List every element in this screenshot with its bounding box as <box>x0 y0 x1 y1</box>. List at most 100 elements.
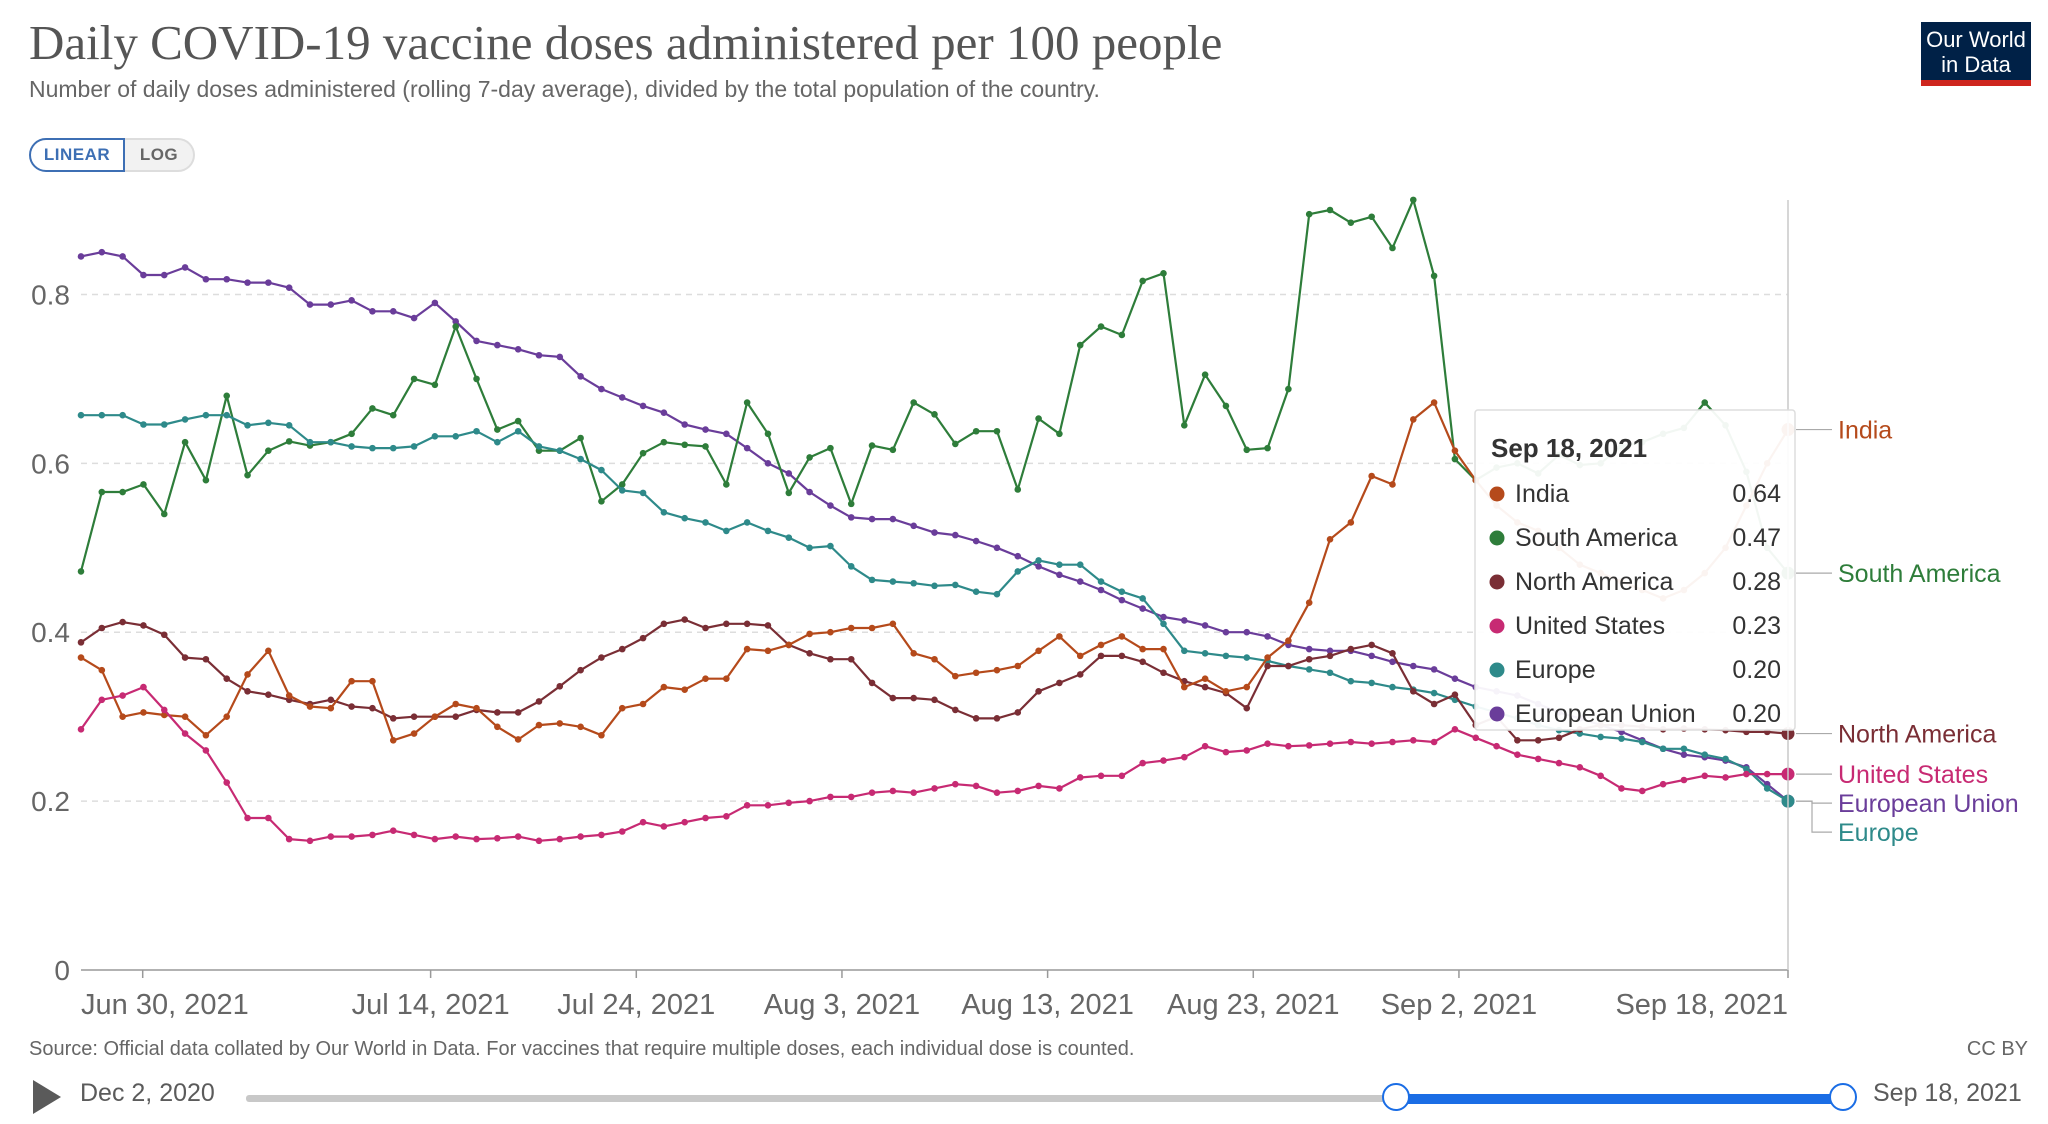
data-point[interactable] <box>660 438 668 446</box>
data-point[interactable] <box>618 394 626 401</box>
data-point[interactable] <box>723 675 730 682</box>
data-point[interactable] <box>743 620 751 628</box>
data-point[interactable] <box>847 563 855 570</box>
data-point[interactable] <box>723 813 730 820</box>
data-point[interactable] <box>952 780 959 788</box>
data-point[interactable] <box>223 411 231 419</box>
data-point[interactable] <box>244 471 251 479</box>
end-label-european-union[interactable]: European Union <box>1838 790 2019 818</box>
data-point[interactable] <box>327 301 335 308</box>
data-point[interactable] <box>1035 563 1042 570</box>
data-point[interactable] <box>181 416 189 423</box>
data-point[interactable] <box>1222 652 1230 660</box>
data-point[interactable] <box>1076 671 1084 678</box>
data-point[interactable] <box>410 314 418 322</box>
data-point[interactable] <box>993 427 1001 435</box>
data-point[interactable] <box>743 645 751 653</box>
data-point[interactable] <box>952 672 959 680</box>
data-point[interactable] <box>473 704 480 712</box>
data-point[interactable] <box>1014 552 1022 560</box>
data-point[interactable] <box>1056 430 1063 438</box>
data-point[interactable] <box>514 736 522 743</box>
data-point[interactable] <box>868 624 876 632</box>
data-point[interactable] <box>1035 557 1042 564</box>
data-point[interactable] <box>202 411 210 419</box>
log-scale-button[interactable]: LOG <box>125 138 195 172</box>
data-point[interactable] <box>1618 735 1625 742</box>
data-point[interactable] <box>1451 447 1459 454</box>
data-point[interactable] <box>618 828 626 835</box>
data-point[interactable] <box>847 514 855 521</box>
license-label[interactable]: CC BY <box>1966 1038 2028 1060</box>
data-point[interactable] <box>514 709 522 716</box>
data-point[interactable] <box>931 411 938 418</box>
data-point[interactable] <box>847 500 855 508</box>
data-point[interactable] <box>1222 402 1230 410</box>
data-point[interactable] <box>473 835 480 843</box>
data-point[interactable] <box>1368 472 1375 480</box>
data-point[interactable] <box>660 620 668 628</box>
data-point[interactable] <box>1285 742 1292 750</box>
data-point[interactable] <box>889 620 897 628</box>
data-point[interactable] <box>1160 270 1167 277</box>
data-point[interactable] <box>77 411 85 419</box>
data-point[interactable] <box>993 789 1001 796</box>
data-point[interactable] <box>1451 726 1459 733</box>
data-point[interactable] <box>827 542 834 550</box>
data-point[interactable] <box>1409 688 1417 695</box>
data-point[interactable] <box>223 713 231 720</box>
data-point[interactable] <box>369 704 376 712</box>
data-point[interactable] <box>764 460 772 467</box>
data-point[interactable] <box>1076 341 1084 349</box>
data-point[interactable] <box>639 449 647 457</box>
data-point[interactable] <box>1389 244 1396 252</box>
data-point[interactable] <box>1576 764 1584 771</box>
data-point[interactable] <box>1222 688 1230 695</box>
data-point[interactable] <box>181 654 189 661</box>
data-point[interactable] <box>598 385 605 393</box>
data-point[interactable] <box>160 271 168 279</box>
data-point[interactable] <box>1430 738 1438 746</box>
data-point[interactable] <box>952 440 959 448</box>
data-point[interactable] <box>369 677 376 685</box>
data-point[interactable] <box>1160 669 1167 677</box>
data-point[interactable] <box>389 715 397 722</box>
data-point[interactable] <box>514 346 522 353</box>
data-point[interactable] <box>1493 742 1500 750</box>
data-point[interactable] <box>723 430 730 438</box>
data-point[interactable] <box>223 392 231 400</box>
data-point[interactable] <box>1201 675 1209 682</box>
data-point[interactable] <box>410 713 418 720</box>
data-point[interactable] <box>1326 740 1334 747</box>
data-point[interactable] <box>1118 596 1126 604</box>
timeline-end-handle[interactable] <box>1829 1083 1857 1111</box>
data-point[interactable] <box>1035 415 1042 422</box>
data-point[interactable] <box>1368 740 1375 747</box>
data-point[interactable] <box>1201 650 1209 657</box>
data-point[interactable] <box>827 502 834 509</box>
data-point[interactable] <box>244 671 251 678</box>
data-point[interactable] <box>702 519 709 526</box>
data-point[interactable] <box>618 487 626 494</box>
data-point[interactable] <box>847 655 855 663</box>
data-point[interactable] <box>1181 617 1188 624</box>
data-point[interactable] <box>827 793 834 801</box>
data-point[interactable] <box>140 622 147 629</box>
data-point[interactable] <box>1160 620 1167 628</box>
data-point[interactable] <box>1160 645 1167 653</box>
data-point[interactable] <box>743 802 751 809</box>
data-point[interactable] <box>369 444 376 452</box>
end-label-united-states[interactable]: United States <box>1838 761 1988 789</box>
data-point[interactable] <box>1326 647 1334 655</box>
data-point[interactable] <box>1409 662 1417 670</box>
linear-scale-button[interactable]: LINEAR <box>29 138 125 172</box>
data-point[interactable] <box>1743 770 1750 778</box>
data-point[interactable] <box>1285 662 1292 670</box>
data-point[interactable] <box>1160 613 1167 621</box>
data-point[interactable] <box>1076 578 1084 585</box>
data-point[interactable] <box>119 253 126 260</box>
data-point[interactable] <box>827 444 834 452</box>
data-point[interactable] <box>1056 633 1063 640</box>
data-point[interactable] <box>1201 371 1209 378</box>
data-point[interactable] <box>743 444 751 452</box>
